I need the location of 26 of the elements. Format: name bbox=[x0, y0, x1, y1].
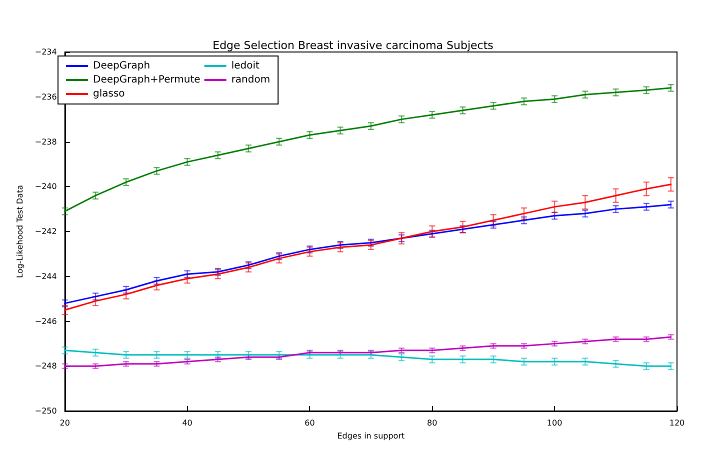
line-series bbox=[64, 184, 672, 311]
legend-label: random bbox=[231, 74, 270, 86]
x-tick-label: 100 bbox=[546, 418, 562, 428]
y-tick-label: −246 bbox=[34, 316, 57, 326]
y-tick-label: −242 bbox=[34, 227, 57, 236]
x-tick-label: 20 bbox=[60, 418, 70, 428]
legend-label: DeepGraph+Permute bbox=[93, 74, 200, 86]
legend-label: ledoit bbox=[231, 60, 260, 72]
x-tick-label: 80 bbox=[427, 418, 438, 428]
x-tick-label: 40 bbox=[182, 418, 192, 428]
legend-label: DeepGraph bbox=[93, 60, 150, 72]
y-tick-label: −250 bbox=[34, 406, 57, 416]
x-tick-label: 120 bbox=[669, 418, 685, 428]
y-tick-label: −240 bbox=[34, 182, 57, 192]
y-tick-label: −238 bbox=[34, 137, 57, 146]
y-axis-title: Log-Likehood Test Data bbox=[16, 184, 24, 278]
legend-label: glasso bbox=[93, 88, 125, 100]
line-series bbox=[64, 87, 672, 212]
y-tick-label: −248 bbox=[34, 362, 57, 371]
chart-title: Edge Selection Breast invasive carcinoma Subjects bbox=[212, 39, 494, 52]
line-series bbox=[64, 204, 672, 304]
y-tick-label: −244 bbox=[34, 272, 57, 281]
y-tick-label: −234 bbox=[34, 48, 57, 56]
x-tick-label: 60 bbox=[304, 418, 315, 428]
y-tick-label: −236 bbox=[34, 92, 57, 102]
x-axis-title: Edges in support bbox=[337, 431, 405, 440]
